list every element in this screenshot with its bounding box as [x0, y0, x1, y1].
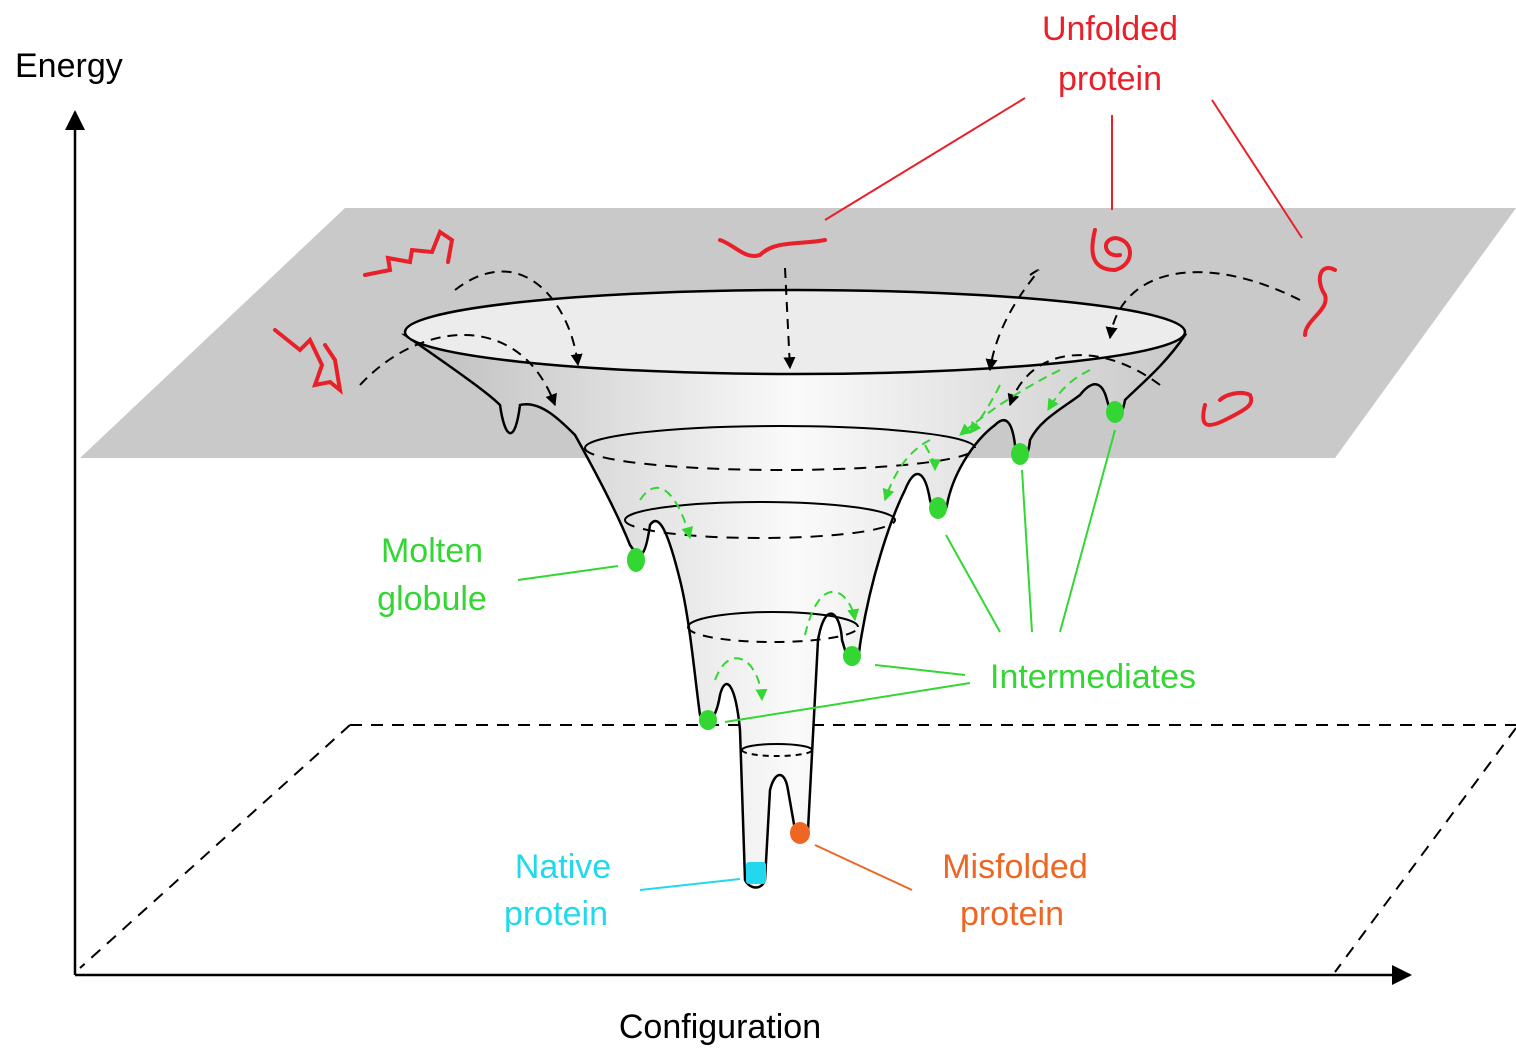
funnel-rim	[405, 290, 1185, 374]
misfolded-state	[790, 822, 810, 844]
unfolded-label: Unfolded	[1042, 10, 1178, 48]
page: Energy Configuration Unfolded protein Mo…	[0, 0, 1516, 1049]
x-axis-label: Configuration	[619, 1008, 821, 1046]
molten-label: globule	[377, 580, 487, 618]
misfolded-label: protein	[960, 895, 1064, 933]
energy-landscape-diagram: Energy Configuration Unfolded protein Mo…	[0, 0, 1516, 1049]
misfolded-leader	[815, 845, 912, 890]
unfolded-label: protein	[1058, 60, 1162, 98]
y-axis-label: Energy	[15, 47, 123, 85]
native-state	[746, 862, 766, 884]
intermediates-label: Intermediates	[990, 658, 1196, 696]
native-label: Native	[515, 848, 611, 886]
native-leader	[640, 879, 740, 890]
molten-label: Molten	[381, 532, 483, 570]
native-label: protein	[504, 895, 608, 933]
misfolded-label: Misfolded	[942, 848, 1088, 886]
